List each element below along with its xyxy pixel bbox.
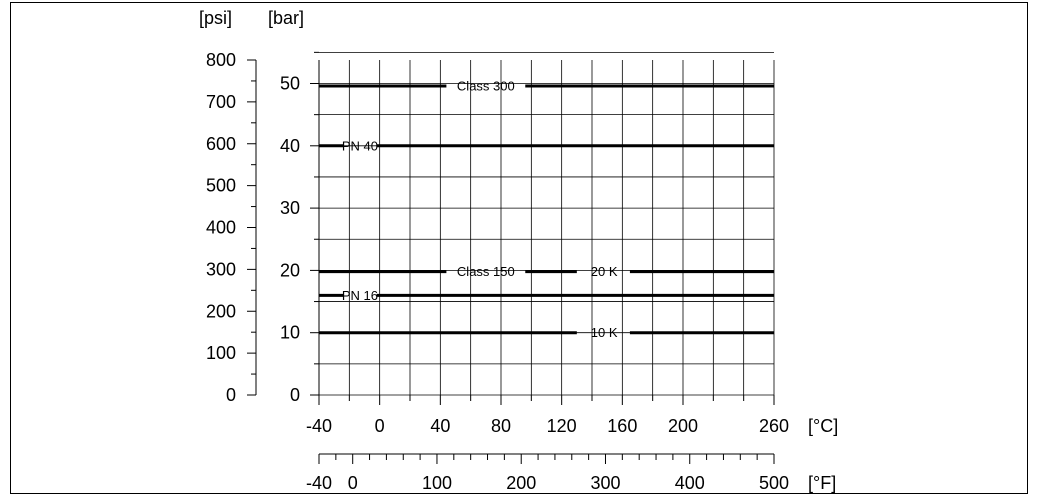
fahrenheit-tick-label: -40: [306, 473, 332, 493]
bar-tick-label: 40: [280, 136, 300, 156]
20k-label: 20 K: [591, 264, 618, 279]
celsius-tick-label: 120: [547, 416, 577, 436]
chart-frame: [10, 2, 1028, 494]
class-150-label: Class 150: [457, 264, 515, 279]
bar-tick-label: 0: [290, 385, 300, 405]
psi-unit-label: [psi]: [199, 8, 232, 28]
psi-tick-label: 800: [206, 50, 236, 70]
class-300-label: Class 300: [457, 78, 515, 93]
celsius-unit-label: [°C]: [808, 416, 838, 436]
psi-tick-label: 700: [206, 92, 236, 112]
bar-tick-label: 50: [280, 74, 300, 94]
celsius-tick-label: 260: [759, 416, 789, 436]
celsius-tick-label: 200: [668, 416, 698, 436]
psi-tick-label: 400: [206, 218, 236, 238]
bar-tick-label: 30: [280, 198, 300, 218]
bar-tick-label: 20: [280, 260, 300, 280]
fahrenheit-tick-label: 200: [506, 473, 536, 493]
psi-tick-label: 100: [206, 343, 236, 363]
psi-tick-label: 300: [206, 259, 236, 279]
fahrenheit-tick-label: 400: [675, 473, 705, 493]
pn40-label: PN 40: [342, 138, 378, 153]
celsius-tick-label: 40: [430, 416, 450, 436]
pn16-label: PN 16: [342, 288, 378, 303]
celsius-tick-label: 0: [375, 416, 385, 436]
psi-tick-label: 200: [206, 301, 236, 321]
fahrenheit-tick-label: 500: [759, 473, 789, 493]
fahrenheit-tick-label: 300: [590, 473, 620, 493]
bar-tick-label: 10: [280, 323, 300, 343]
celsius-tick-label: -40: [306, 416, 332, 436]
series-lines: Class 300 PN 40 Class 150 20 K PN 16 10 K: [319, 78, 774, 340]
psi-tick-label: 0: [226, 385, 236, 405]
psi-tick-label: 500: [206, 176, 236, 196]
celsius-tick-label: 80: [491, 416, 511, 436]
grid: [318, 51, 775, 396]
fahrenheit-unit-label: [°F]: [808, 473, 836, 493]
celsius-tick-label: 160: [607, 416, 637, 436]
axes: [247, 51, 775, 464]
bar-unit-label: [bar]: [268, 8, 304, 28]
fahrenheit-tick-label: 100: [422, 473, 452, 493]
psi-tick-label: 600: [206, 134, 236, 154]
fahrenheit-tick-label: 0: [348, 473, 358, 493]
10k-label: 10 K: [591, 325, 618, 340]
